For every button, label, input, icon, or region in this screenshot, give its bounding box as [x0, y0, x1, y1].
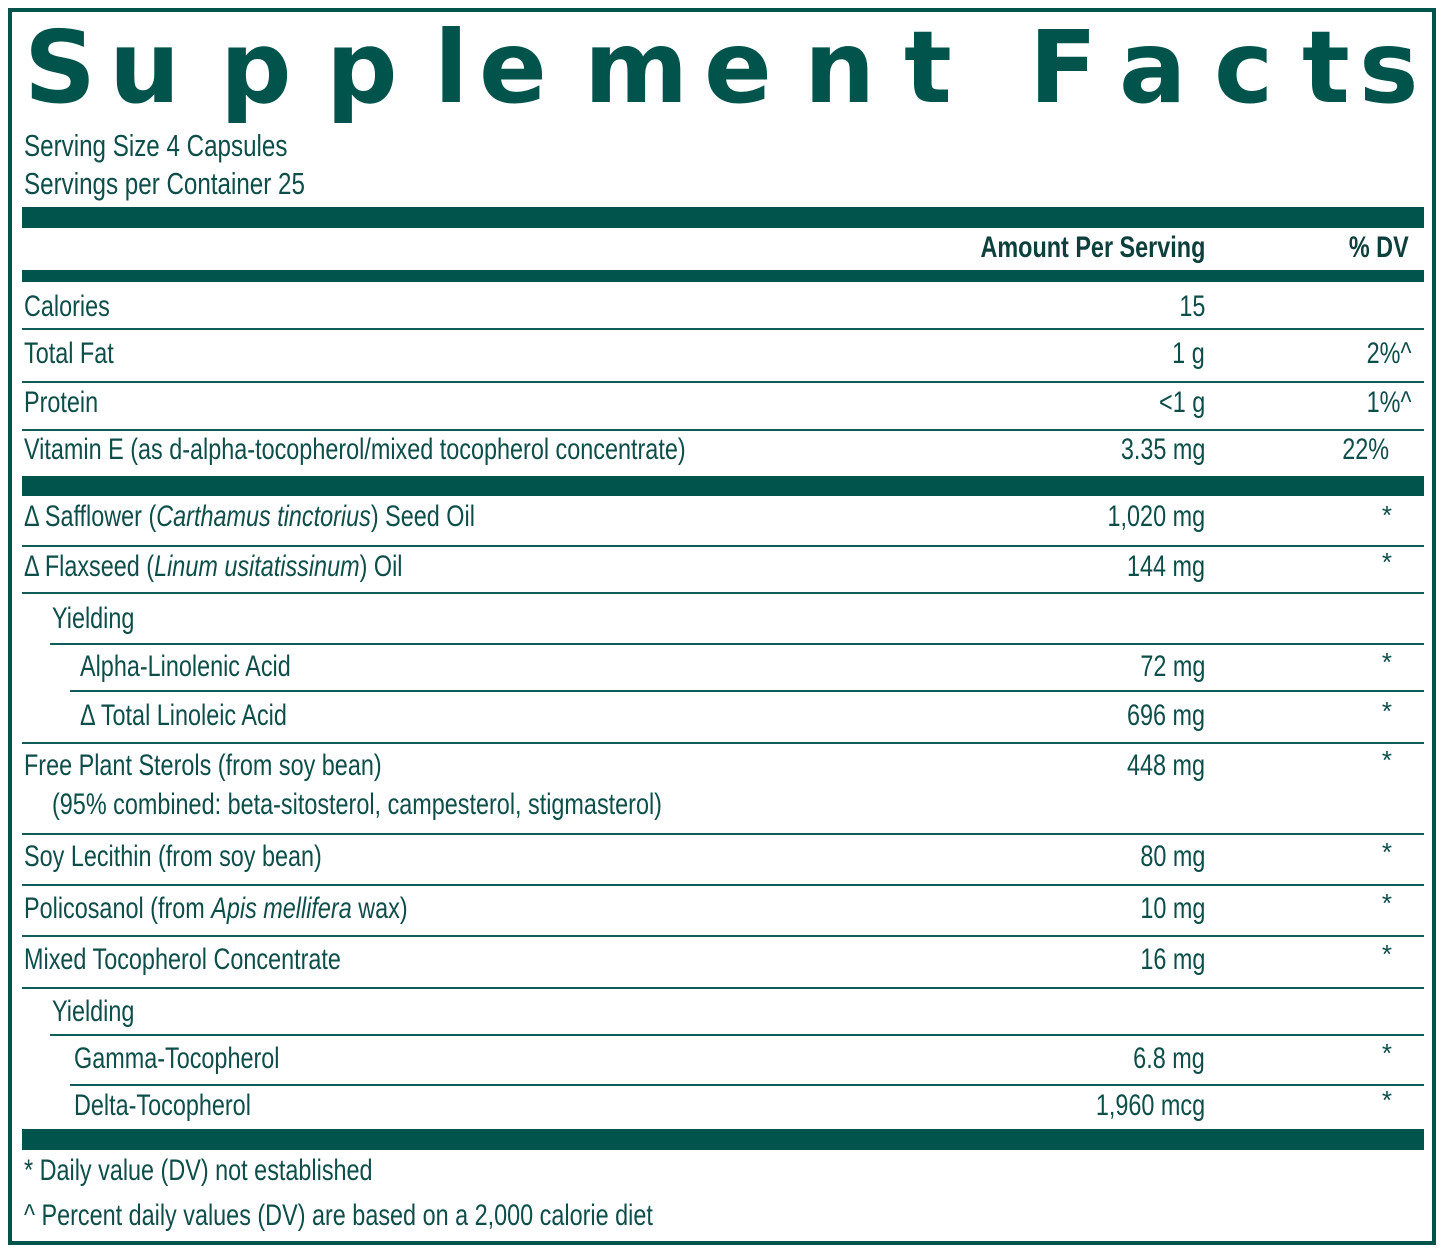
- serving-size: Serving Size 4 Capsules: [24, 128, 288, 163]
- row-amount: 80 mg: [1139, 840, 1205, 873]
- row-amount: 72 mg: [1139, 650, 1205, 683]
- row-name: Protein: [24, 386, 99, 419]
- row-name: Calories: [24, 290, 110, 323]
- row-divider: [22, 381, 1424, 383]
- row-amount: 10 mg: [1139, 892, 1205, 925]
- amount-per-serving-header: Amount Per Serving: [980, 231, 1205, 264]
- thick-divider: [22, 476, 1424, 496]
- title-letter: e: [704, 9, 772, 126]
- title-letter: S: [24, 9, 97, 126]
- row-dv: *: [1381, 939, 1392, 969]
- row-dv: *: [1381, 647, 1392, 677]
- row-divider: [22, 884, 1424, 886]
- row-amount: 696 mg: [1126, 699, 1205, 732]
- row-divider: [70, 1084, 1424, 1086]
- title-letter: l: [434, 9, 469, 126]
- title-letter: p: [220, 9, 292, 126]
- row-amount: 1 g: [1172, 337, 1205, 370]
- row-subname: (95% combined: beta-sitosterol, campeste…: [52, 788, 662, 821]
- row-amount: 1,960 mcg: [1095, 1089, 1205, 1122]
- title-letter: s: [1359, 9, 1419, 126]
- row-name: Yielding: [52, 995, 135, 1028]
- row-amount: 1,020 mg: [1107, 500, 1205, 533]
- title-letter: m: [584, 9, 689, 126]
- row-name: Δ Total Linoleic Acid: [80, 699, 287, 732]
- row-name: Soy Lecithin (from soy bean): [24, 840, 322, 873]
- row-divider: [50, 1034, 1424, 1036]
- row-name: Δ Flaxseed (Linum usitatissinum) Oil: [24, 550, 403, 583]
- row-name: Total Fat: [24, 337, 114, 370]
- row-name: Policosanol (from Apis mellifera wax): [24, 892, 408, 925]
- title-letter: t: [1302, 9, 1350, 126]
- row-dv: *: [1381, 547, 1392, 577]
- thick-divider: [22, 1129, 1424, 1150]
- title-letter: u: [109, 9, 181, 126]
- row-amount: 448 mg: [1126, 749, 1205, 782]
- row-dv: *: [1381, 837, 1392, 867]
- row-dv: 22%: [1342, 433, 1389, 466]
- row-divider: [22, 328, 1424, 330]
- thick-divider: [22, 207, 1424, 228]
- row-divider: [22, 935, 1424, 937]
- row-name: Free Plant Sterols (from soy bean): [24, 749, 382, 782]
- row-divider: [50, 643, 1424, 645]
- row-name: Mixed Tocopherol Concentrate: [24, 943, 341, 976]
- row-dv: *: [1381, 888, 1392, 918]
- title-letter: c: [1214, 9, 1274, 126]
- dv-header: % DV: [1349, 231, 1409, 264]
- row-divider: [22, 987, 1424, 989]
- row-divider: [22, 545, 1424, 547]
- row-amount: 6.8 mg: [1133, 1042, 1205, 1075]
- label-frame: [8, 8, 1436, 1245]
- row-dv: *: [1381, 745, 1392, 775]
- medium-divider: [22, 270, 1424, 282]
- row-amount: 16 mg: [1139, 943, 1205, 976]
- row-divider: [22, 833, 1424, 835]
- row-name: Alpha-Linolenic Acid: [80, 650, 291, 683]
- row-divider: [70, 690, 1424, 692]
- row-dv: *: [1381, 1085, 1392, 1115]
- row-amount: 3.35 mg: [1120, 433, 1205, 466]
- row-dv: 1%^: [1366, 386, 1411, 419]
- row-divider: [22, 592, 1424, 594]
- title-letter: n: [804, 9, 876, 126]
- title-letter: t: [904, 9, 952, 126]
- row-dv: *: [1381, 1038, 1392, 1068]
- footnote-percent-dv: ^ Percent daily values (DV) are based on…: [24, 1199, 653, 1232]
- row-dv: *: [1381, 696, 1392, 726]
- row-name: Delta-Tocopherol: [74, 1089, 251, 1122]
- row-divider: [22, 742, 1424, 744]
- servings-per-container: Servings per Container 25: [24, 166, 305, 201]
- title-letter: a: [1119, 9, 1187, 126]
- row-dv: 2%^: [1366, 337, 1411, 370]
- row-name: Vitamin E (as d-alpha-tocopherol/mixed t…: [24, 433, 686, 466]
- row-amount: 144 mg: [1126, 550, 1205, 583]
- row-name: Yielding: [52, 602, 135, 635]
- row-amount: <1 g: [1158, 386, 1205, 419]
- row-dv: *: [1381, 500, 1392, 530]
- footnote-dv-not-established: * Daily value (DV) not established: [24, 1154, 373, 1187]
- title-letter: e: [479, 9, 547, 126]
- row-divider: [22, 429, 1424, 431]
- title-letter: F: [1029, 9, 1098, 126]
- title-letter: p: [326, 9, 398, 126]
- row-amount: 15: [1178, 290, 1205, 323]
- row-name: Gamma-Tocopherol: [74, 1042, 280, 1075]
- row-name: Δ Safflower (Carthamus tinctorius) Seed …: [24, 500, 475, 533]
